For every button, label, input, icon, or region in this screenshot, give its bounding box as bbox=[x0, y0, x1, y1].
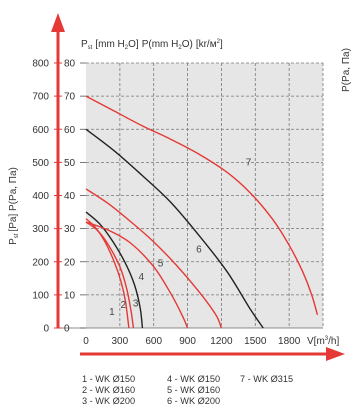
y-tick-label-right: 0 bbox=[64, 324, 70, 335]
curve-label-6: 6 bbox=[196, 244, 202, 255]
grid-lines bbox=[86, 62, 324, 328]
y-tick-label-left: 700 bbox=[32, 92, 49, 103]
curve-label-2: 2 bbox=[120, 300, 126, 311]
x-tick-label: 0 bbox=[83, 336, 89, 347]
y-tick-label-right: 50 bbox=[64, 158, 76, 169]
series-curve-4 bbox=[85, 221, 189, 329]
legend-item: 2 - WK Ø160 bbox=[82, 385, 136, 396]
curve-label-5: 5 bbox=[158, 259, 164, 270]
y-tick-label-left: 0 bbox=[43, 324, 49, 335]
series-curve-3 bbox=[85, 211, 144, 329]
axes bbox=[51, 13, 345, 361]
curve-label-7: 7 bbox=[246, 158, 252, 169]
right-panel-axis-title: P(Pa, Па) bbox=[341, 48, 352, 92]
y-tick-label-right: 40 bbox=[64, 191, 76, 202]
plot-title: Pst [mm H2O] P(mm H2O) [kr/м2] bbox=[81, 39, 223, 51]
legend-item: 3 - WK Ø200 bbox=[82, 396, 136, 407]
legend-item: 6 - WK Ø200 bbox=[167, 396, 221, 407]
x-axis-title: V[m3/h] bbox=[307, 336, 339, 347]
y-tick-label-left: 100 bbox=[32, 290, 49, 301]
y-tick-label-left: 600 bbox=[32, 125, 49, 136]
curve-label-1: 1 bbox=[109, 307, 115, 318]
series-curve-6 bbox=[85, 128, 264, 329]
series-curve-1 bbox=[85, 218, 130, 329]
x-tick-label: 1800 bbox=[278, 336, 301, 347]
y-axis-title: Pst[Pa] P(Pa, Па) bbox=[8, 167, 20, 245]
y-tick-label-right: 60 bbox=[64, 125, 76, 136]
curve-labels: 12 3 4 5 6 7 bbox=[109, 158, 252, 318]
y-tick-label-left: 400 bbox=[32, 191, 49, 202]
y-tick-label-right: 80 bbox=[64, 59, 76, 70]
series-curve-2 bbox=[85, 221, 135, 329]
series-curves bbox=[85, 95, 319, 329]
legend-column-3: 7 - WK Ø315 bbox=[240, 374, 293, 385]
y-tick-label-right: 70 bbox=[64, 92, 76, 103]
y-axis-arrow bbox=[51, 13, 65, 32]
y-tick-label-left: 200 bbox=[32, 257, 49, 268]
y-tick-label-right: 20 bbox=[64, 257, 76, 268]
y-tick-label-left: 300 bbox=[32, 224, 49, 235]
x-tick-label: 600 bbox=[145, 336, 162, 347]
legend-item: 5 - WK Ø160 bbox=[167, 385, 221, 396]
legend-item: 7 - WK Ø315 bbox=[240, 374, 294, 384]
legend-item: 1 - WK Ø150 bbox=[82, 374, 136, 384]
series-curve-7 bbox=[85, 95, 319, 315]
y-tick-label-right: 10 bbox=[64, 290, 76, 301]
x-tick-label: 1200 bbox=[210, 336, 233, 347]
y-tick-label-left: 500 bbox=[32, 158, 49, 169]
legend-column-1: 1 - WK Ø150 2 - WK Ø160 3 - WK Ø200 bbox=[82, 374, 135, 408]
x-tick-label: 300 bbox=[112, 336, 129, 347]
x-tick-label: 900 bbox=[179, 336, 196, 347]
y-tick-label-left: 800 bbox=[32, 59, 49, 70]
curve-label-3: 3 bbox=[133, 298, 139, 309]
curve-label-4: 4 bbox=[139, 272, 145, 283]
legend-item: 4 - WK Ø150 bbox=[167, 374, 221, 384]
x-tick-label: 1500 bbox=[244, 336, 267, 347]
y-tick-label-right: 30 bbox=[64, 224, 76, 235]
x-axis-arrow bbox=[326, 347, 345, 361]
tick-labels: 0100200300400500600700800010203040506070… bbox=[32, 59, 300, 348]
legend-column-2: 4 - WK Ø150 5 - WK Ø160 6 - WK Ø200 bbox=[167, 374, 220, 408]
series-curve-5 bbox=[85, 188, 223, 329]
